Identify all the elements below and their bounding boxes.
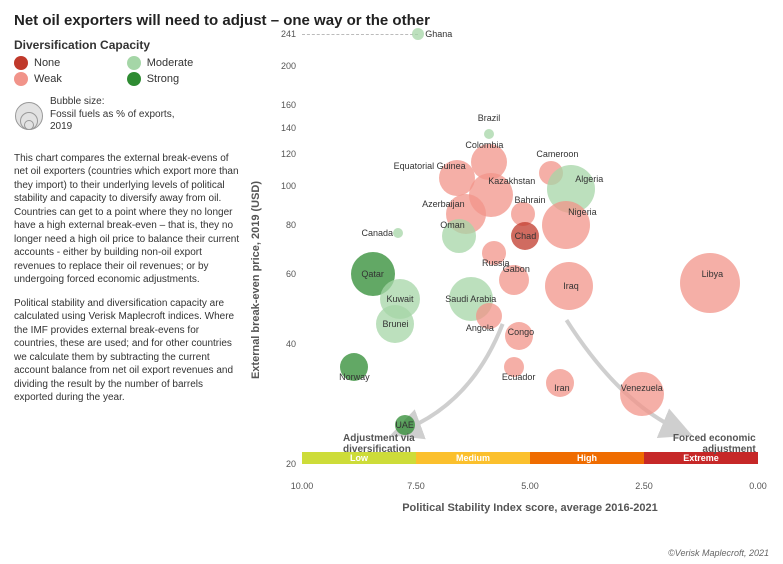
country-bubble (442, 219, 476, 253)
bubble-size-icon (14, 100, 44, 130)
description-para-2: Political stability and diversification … (14, 297, 244, 405)
country-bubble (412, 28, 424, 40)
arrows (302, 34, 758, 464)
legend-label: None (34, 57, 60, 69)
legend-swatch (127, 56, 141, 70)
country-bubble (505, 322, 533, 350)
legend-item: None (14, 56, 113, 70)
x-tick: 7.50 (407, 481, 425, 491)
x-tick: 2.50 (635, 481, 653, 491)
y-tick: 241 (260, 29, 296, 39)
annotation-diversification: Adjustment viadiversification (343, 433, 415, 455)
chart-title: Net oil exporters will need to adjust – … (14, 12, 769, 29)
x-axis-label: Political Stability Index score, average… (302, 502, 758, 514)
chart-root: Net oil exporters will need to adjust – … (0, 0, 783, 564)
y-tick: 120 (260, 149, 296, 159)
country-bubble (542, 201, 590, 249)
country-bubble (511, 222, 539, 250)
x-tick: 10.00 (291, 481, 314, 491)
country-bubble (393, 228, 403, 238)
bubble-size-legend: Bubble size:Fossil fuels as % of exports… (14, 96, 244, 134)
legend-swatch (14, 72, 28, 86)
y-tick: 80 (260, 220, 296, 230)
plot-area: LowMediumHighExtremeGhanaBrazilColombiaC… (302, 34, 758, 464)
legend-label: Moderate (147, 57, 193, 69)
country-bubble (482, 241, 506, 265)
x-tick: 0.00 (749, 481, 767, 491)
x-tick: 5.00 (521, 481, 539, 491)
y-tick: 160 (260, 100, 296, 110)
left-column: Diversification Capacity None Moderate Wea… (14, 38, 244, 405)
y-tick: 40 (260, 339, 296, 349)
country-bubble (546, 369, 574, 397)
country-bubble (545, 262, 593, 310)
legend-item: Weak (14, 72, 113, 86)
y-tick: 140 (260, 123, 296, 133)
y-axis-label: External break-even price, 2019 (USD) (250, 181, 262, 379)
legend-grid: None Moderate Weak Strong (14, 56, 244, 86)
legend-label: Weak (34, 73, 62, 85)
y-tick: 100 (260, 181, 296, 191)
legend-label: Strong (147, 73, 179, 85)
legend-item: Strong (127, 72, 244, 86)
y-tick: 60 (260, 269, 296, 279)
legend-swatch (14, 56, 28, 70)
y-tick: 200 (260, 61, 296, 71)
country-bubble (499, 265, 529, 295)
country-bubble (340, 353, 368, 381)
credit-line: ©Verisk Maplecroft, 2021 (668, 548, 769, 558)
legend-item: Moderate (127, 56, 244, 70)
country-bubble (620, 372, 664, 416)
description-para-1: This chart compares the external break-e… (14, 152, 244, 287)
legend-swatch (127, 72, 141, 86)
bubble-size-label: Bubble size:Fossil fuels as % of exports… (50, 96, 180, 134)
y-tick: 20 (260, 459, 296, 469)
country-bubble (680, 253, 740, 313)
country-bubble (376, 305, 414, 343)
country-bubble (476, 303, 502, 329)
country-bubble (484, 129, 494, 139)
annotation-forced: Forced economicadjustment (673, 433, 756, 455)
country-bubble (504, 357, 524, 377)
legend-title: Diversification Capacity (14, 38, 244, 52)
chart-area: External break-even price, 2019 (USD) Po… (260, 30, 768, 530)
